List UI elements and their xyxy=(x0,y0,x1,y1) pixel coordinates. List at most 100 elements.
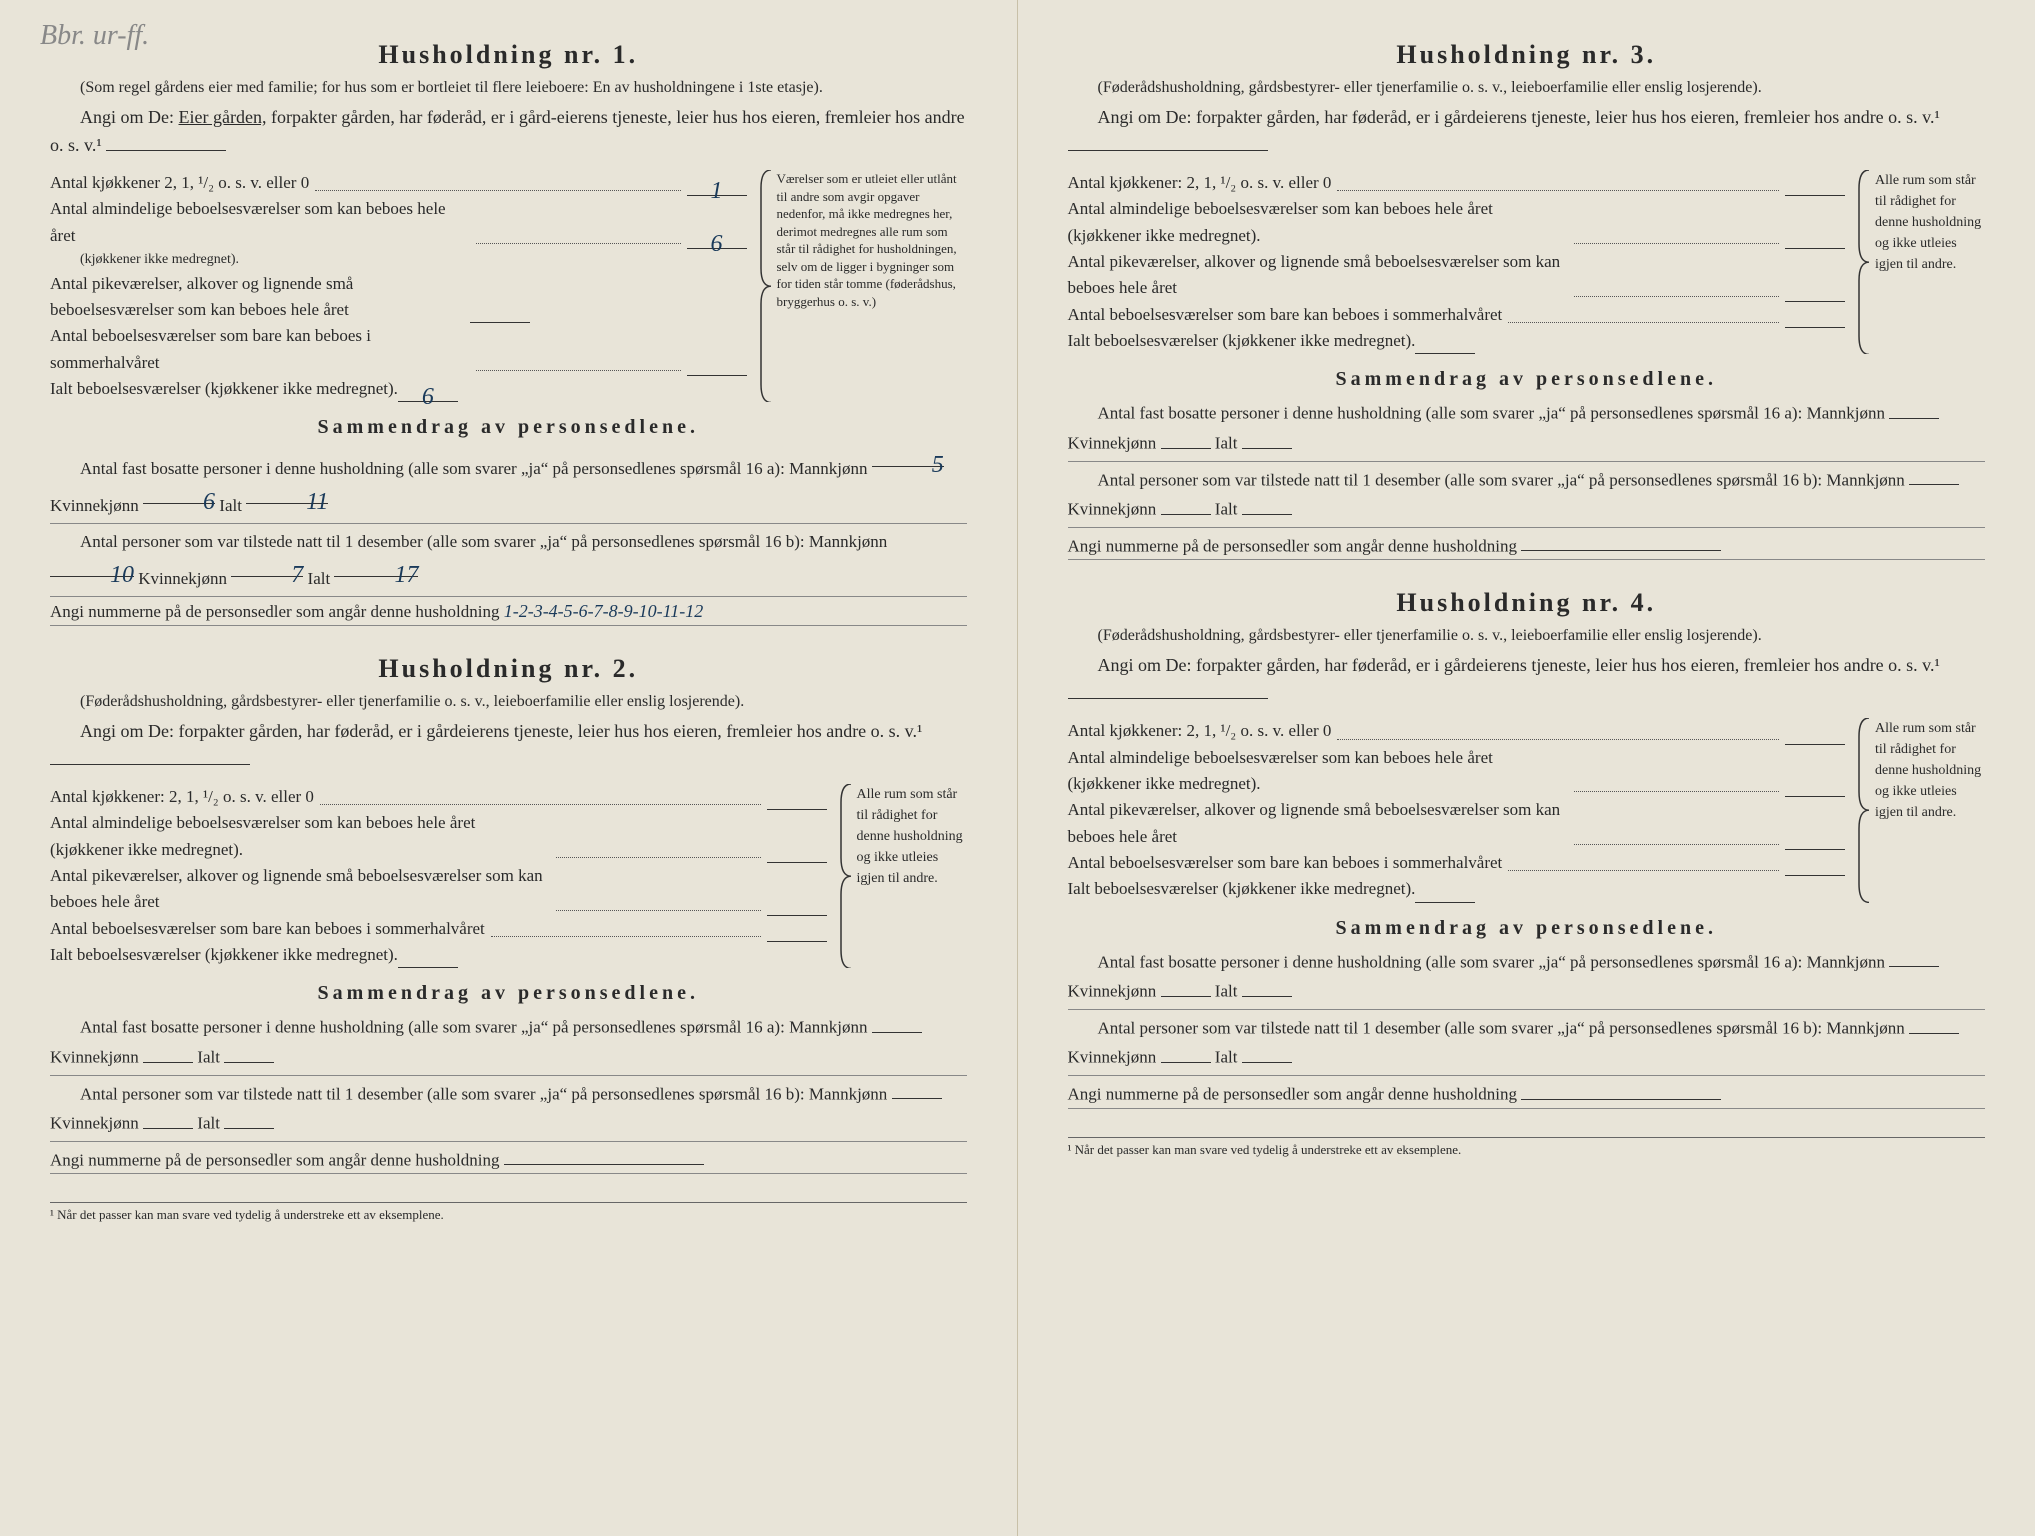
fast-label: Antal fast bosatte personer i denne hush… xyxy=(1098,952,1803,971)
rooms-lines: Antal kjøkkener: 2, 1, ¹/₂ o. s. v. elle… xyxy=(50,784,827,968)
angi-rest: forpakter gården, har føderåd, er i gård… xyxy=(1196,107,1940,127)
household-2-subtitle: (Føderådshusholdning, gårdsbestyrer- ell… xyxy=(50,692,967,713)
til-mann-value[interactable]: 10 xyxy=(50,557,134,577)
angi-fill[interactable] xyxy=(1068,130,1268,151)
til-mann-value[interactable] xyxy=(1909,1014,1959,1034)
kitchen-value[interactable] xyxy=(1785,175,1845,196)
angi-num-value[interactable]: 1-2-3-4-5-6-7-8-9-10-11-12 xyxy=(504,601,704,621)
kitchen-value[interactable] xyxy=(1785,723,1845,744)
kitchen-row: Antal kjøkkener: 2, 1, ¹/₂ o. s. v. elle… xyxy=(1068,170,1846,196)
side-note-text: Alle rum som står til rådighet for denne… xyxy=(1875,721,1981,820)
fast-kvin-value[interactable]: 6 xyxy=(143,484,215,504)
kitchen-hw: 1 xyxy=(711,173,723,210)
kvin-label: Kvinnekjønn xyxy=(1068,1048,1157,1067)
fast-kvin-value[interactable] xyxy=(1161,429,1211,449)
angi-rest: forpakter gården, har føderåd, er i gård… xyxy=(1196,655,1940,675)
room1-value[interactable] xyxy=(767,842,827,863)
room2-value[interactable] xyxy=(1785,829,1845,850)
dots xyxy=(491,936,761,937)
mann-label: Mannkjønn xyxy=(789,459,867,478)
fast-ialt-value[interactable] xyxy=(1242,429,1292,449)
total-value[interactable]: 6 xyxy=(398,381,458,402)
angi-prefix: Angi om De: xyxy=(80,721,174,741)
total-row: Ialt beboelsesværelser (kjøkkener ikke m… xyxy=(50,942,827,968)
mann-label: Mannkjønn xyxy=(1807,404,1885,423)
til-ialt-value[interactable] xyxy=(1242,1043,1292,1063)
total-value[interactable] xyxy=(1415,333,1475,354)
room1-value[interactable] xyxy=(1785,776,1845,797)
fast-mann-value[interactable] xyxy=(872,1013,922,1033)
room3-label: Antal beboelsesværelser som bare kan beb… xyxy=(1068,850,1503,876)
fast-ialt-value[interactable] xyxy=(224,1043,274,1063)
side-note-1: Værelser som er utleiet eller utlånt til… xyxy=(759,170,967,402)
room2-value[interactable] xyxy=(470,302,530,323)
fast-kvin-hw: 6 xyxy=(173,482,215,523)
angi-fill[interactable] xyxy=(106,130,226,151)
angi-num-value[interactable] xyxy=(1521,1080,1721,1100)
kitchen-row: Antal kjøkkener: 2, 1, ¹/₂ o. s. v. elle… xyxy=(50,784,827,810)
fast-mann-value[interactable]: 5 xyxy=(872,447,944,467)
dots xyxy=(1508,870,1779,871)
room2-label: Antal pikeværelser, alkover og lignende … xyxy=(50,863,550,916)
angi-fill[interactable] xyxy=(1068,678,1268,699)
dots xyxy=(556,910,761,911)
til-line-1: Antal personer som var tilstede natt til… xyxy=(50,528,967,597)
room1-value[interactable] xyxy=(1785,228,1845,249)
angi-num-value[interactable] xyxy=(504,1146,704,1166)
til-ialt-value[interactable] xyxy=(1242,495,1292,515)
til-label: Antal personer som var tilstede natt til… xyxy=(1098,470,1823,489)
side-note-2: Alle rum som står til rådighet for denne… xyxy=(839,784,967,968)
fast-line-1: Antal fast bosatte personer i denne hush… xyxy=(50,447,967,524)
total-value[interactable] xyxy=(1415,881,1475,902)
dots xyxy=(476,243,681,244)
angi-num-2: Angi nummerne på de personsedler som ang… xyxy=(50,1146,967,1175)
angi-num-value[interactable] xyxy=(1521,532,1721,552)
fast-mann-value[interactable] xyxy=(1889,399,1939,419)
household-3: Husholdning nr. 3. (Føderådshusholdning,… xyxy=(1068,40,1986,560)
til-ialt-value[interactable] xyxy=(224,1109,274,1129)
total-value[interactable] xyxy=(398,947,458,968)
room1-value[interactable]: 6 xyxy=(687,228,747,249)
room3-row: Antal beboelsesværelser som bare kan beb… xyxy=(50,323,747,376)
til-kvin-value[interactable] xyxy=(143,1109,193,1129)
fast-kvin-value[interactable] xyxy=(1161,977,1211,997)
ialt-label: Ialt xyxy=(1215,982,1238,1001)
fast-ialt-value[interactable]: 11 xyxy=(246,484,328,504)
room3-value[interactable] xyxy=(1785,855,1845,876)
ialt-label: Ialt xyxy=(1215,1048,1238,1067)
room1-label: Antal almindelige beboelsesværelser som … xyxy=(50,196,470,249)
til-mann-value[interactable] xyxy=(892,1080,942,1100)
angi-fill[interactable] xyxy=(50,744,250,765)
til-kvin-value[interactable] xyxy=(1161,495,1211,515)
fast-ialt-value[interactable] xyxy=(1242,977,1292,997)
mann-label: Mannkjønn xyxy=(809,1084,887,1103)
kitchen-value[interactable]: 1 xyxy=(687,175,747,196)
fast-mann-value[interactable] xyxy=(1889,948,1939,968)
angi-num-label: Angi nummerne på de personsedler som ang… xyxy=(50,602,499,621)
til-ialt-value[interactable]: 17 xyxy=(334,557,418,577)
ialt-label: Ialt xyxy=(308,569,331,588)
mSeptember: Mannkjønn xyxy=(1826,470,1904,489)
room3-value[interactable] xyxy=(767,921,827,942)
room1-label: Antal almindelige beboelsesværelser som … xyxy=(50,810,550,863)
fast-kvin-value[interactable] xyxy=(143,1043,193,1063)
room3-row: Antal beboelsesværelser som bare kan beb… xyxy=(1068,302,1846,328)
til-kvin-value[interactable] xyxy=(1161,1043,1211,1063)
dots xyxy=(320,804,761,805)
room1-row: Antal almindelige beboelsesværelser som … xyxy=(50,810,827,863)
kitchen-value[interactable] xyxy=(767,789,827,810)
kvin-label: Kvinnekjønn xyxy=(1068,434,1157,453)
til-mann-value[interactable] xyxy=(1909,466,1959,486)
room2-label: Antal pikeværelser, alkover og lignende … xyxy=(50,271,470,324)
room2-value[interactable] xyxy=(1785,280,1845,301)
room3-value[interactable] xyxy=(687,355,747,376)
room3-label: Antal beboelsesværelser som bare kan beb… xyxy=(1068,302,1503,328)
room2-row: Antal pikeværelser, alkover og lignende … xyxy=(50,271,747,324)
room2-value[interactable] xyxy=(767,894,827,915)
household-3-angi: Angi om De: forpakter gården, har føderå… xyxy=(1068,105,1986,158)
til-kvin-value[interactable]: 7 xyxy=(231,557,303,577)
room1-hw: 6 xyxy=(711,226,723,263)
sammen-title-2: Sammendrag av personsedlene. xyxy=(50,982,967,1005)
room2-label: Antal pikeværelser, alkover og lignende … xyxy=(1068,797,1568,850)
room3-value[interactable] xyxy=(1785,307,1845,328)
